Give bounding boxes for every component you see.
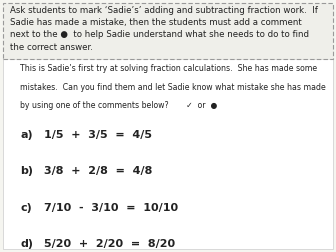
Text: c): c) <box>20 203 32 213</box>
Text: 7/10  -  3/10  =  10/10: 7/10 - 3/10 = 10/10 <box>44 203 178 213</box>
Text: Ask students to mark ‘Sadie’s’ adding and subtracting fraction work.  If: Ask students to mark ‘Sadie’s’ adding an… <box>10 6 318 15</box>
Text: d): d) <box>20 239 33 249</box>
Text: mistakes.  Can you find them and let Sadie know what mistake she has made: mistakes. Can you find them and let Sadi… <box>20 83 326 92</box>
Bar <box>3 3 333 59</box>
Text: next to the ●  to help Sadie understand what she needs to do to find: next to the ● to help Sadie understand w… <box>10 30 309 40</box>
Text: 5/20  +  2/20  =  8/20: 5/20 + 2/20 = 8/20 <box>44 239 175 249</box>
Bar <box>3 59 333 249</box>
Text: a): a) <box>20 130 33 140</box>
Text: 1/5  +  3/5  =  4/5: 1/5 + 3/5 = 4/5 <box>44 130 152 140</box>
Text: Sadie has made a mistake, then the students must add a comment: Sadie has made a mistake, then the stude… <box>10 18 302 27</box>
Text: by using one of the comments below?       ✓  or  ●: by using one of the comments below? ✓ or… <box>20 101 217 110</box>
Text: 3/8  +  2/8  =  4/8: 3/8 + 2/8 = 4/8 <box>44 166 152 176</box>
Text: the correct answer.: the correct answer. <box>10 43 93 52</box>
Text: b): b) <box>20 166 33 176</box>
Text: This is Sadie’s first try at solving fraction calculations.  She has made some: This is Sadie’s first try at solving fra… <box>20 64 317 73</box>
